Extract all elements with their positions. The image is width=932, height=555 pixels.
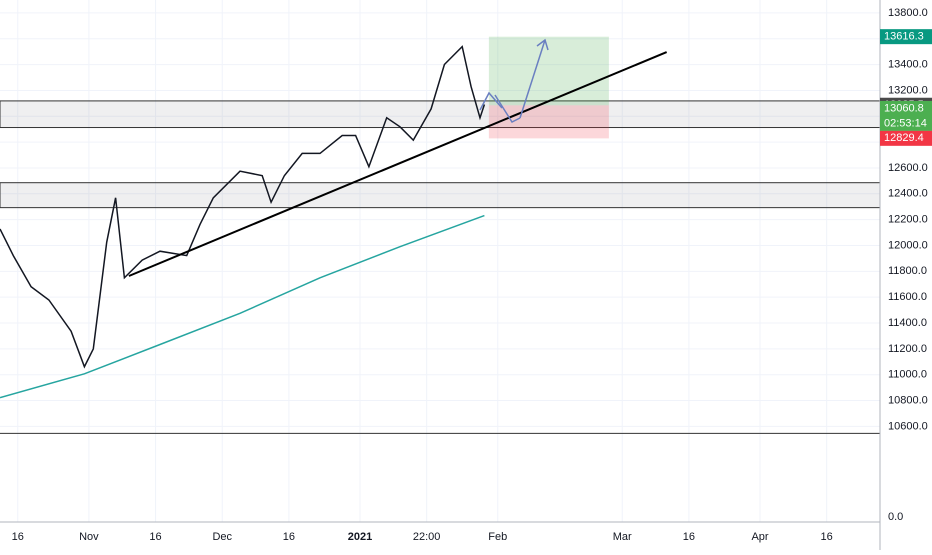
price-line — [0, 45, 486, 369]
x-tick-label: Apr — [751, 531, 768, 543]
y-tick-label: 11400.0 — [888, 317, 927, 329]
x-tick-label: Nov — [79, 531, 99, 543]
x-tick-label: Mar — [613, 531, 632, 543]
y-tick-label: 12200.0 — [888, 214, 928, 226]
y-tick-label: 11000.0 — [888, 369, 927, 381]
y-tick-label: 12000.0 — [888, 239, 928, 251]
price-badge-label: 13616.3 — [884, 31, 924, 43]
volume-tick-label: 0.0 — [888, 511, 903, 523]
y-tick-label: 13200.0 — [888, 84, 928, 96]
countdown-label: 02:53:14 — [884, 117, 927, 129]
price-badge — [880, 130, 932, 146]
x-tick-label: 16 — [283, 531, 295, 543]
x-tick-label: 16 — [12, 531, 24, 543]
x-tick-label: 16 — [149, 531, 161, 543]
x-tick-label: 2021 — [348, 531, 372, 543]
y-tick-label: 11200.0 — [888, 343, 927, 355]
y-tick-label: 11600.0 — [888, 291, 927, 303]
zone — [0, 182, 881, 209]
zone — [0, 100, 881, 129]
y-tick-label: 10600.0 — [888, 420, 928, 432]
x-tick-label: Dec — [212, 531, 232, 543]
price-badge-label: 12829.4 — [884, 132, 924, 144]
price-badge — [880, 100, 932, 131]
y-tick-label: 11800.0 — [888, 265, 927, 277]
trend-line — [128, 51, 668, 277]
price-badge — [880, 29, 932, 45]
price-line — [0, 214, 485, 399]
x-tick-label: 16 — [821, 531, 833, 543]
price-badge-label: 13060.8 — [884, 102, 924, 114]
y-tick-label: 12400.0 — [888, 188, 928, 200]
y-tick-label: 13400.0 — [888, 59, 928, 71]
y-tick-label: 13800.0 — [888, 7, 928, 19]
x-tick-label: Feb — [488, 531, 507, 543]
y-tick-label: 12600.0 — [888, 162, 928, 174]
position-profit — [488, 36, 609, 106]
y-tick-label: 10800.0 — [888, 394, 928, 406]
x-tick-label: 16 — [683, 531, 695, 543]
position-loss — [488, 105, 609, 139]
x-tick-label: 22:00 — [413, 531, 441, 543]
